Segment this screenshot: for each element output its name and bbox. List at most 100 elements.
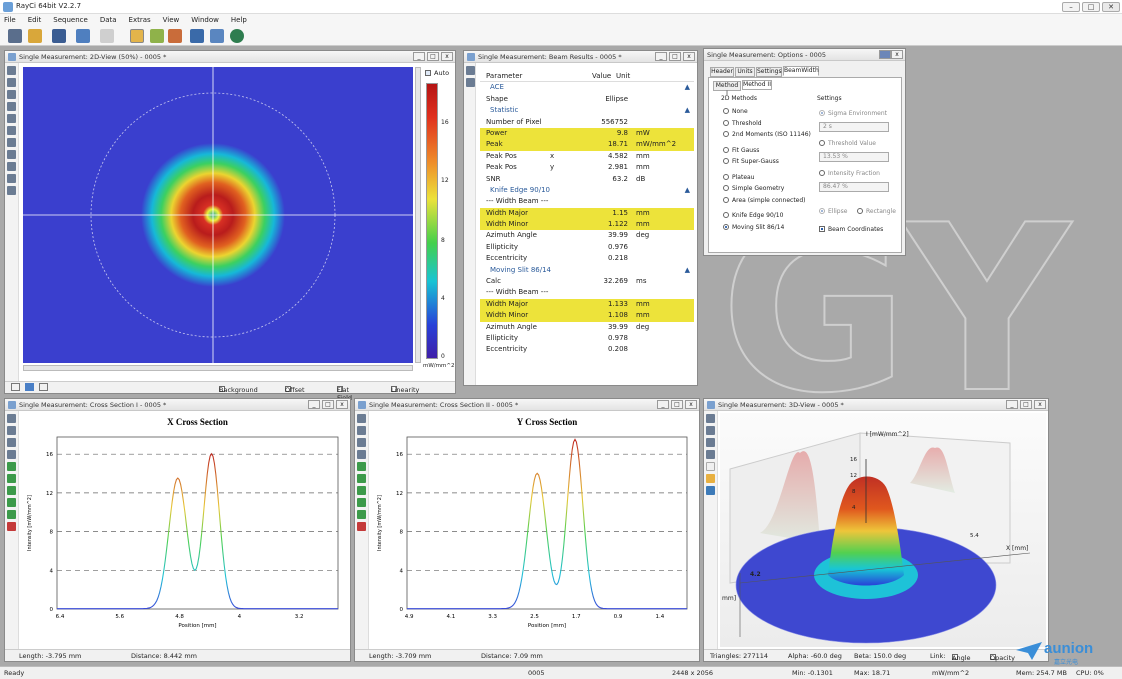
method-radio[interactable]: Simple Geometry: [723, 185, 784, 192]
method-radio[interactable]: Knife Edge 90/10: [723, 212, 783, 219]
window-close-button[interactable]: x: [441, 52, 453, 61]
table-row[interactable]: Shape Ellipse: [480, 94, 694, 105]
save-icon[interactable]: [7, 66, 16, 75]
undo-icon[interactable]: [76, 29, 90, 43]
save-icon[interactable]: [357, 414, 366, 423]
window-minimize-button[interactable]: _: [413, 52, 425, 61]
window-restore-button[interactable]: □: [671, 400, 683, 409]
blank-icon[interactable]: [706, 462, 715, 471]
table-row[interactable]: Ellipticity 0.978: [480, 333, 694, 344]
copy-icon[interactable]: [357, 438, 366, 447]
window-close-button[interactable]: x: [683, 52, 695, 61]
save-as-icon[interactable]: [706, 426, 715, 435]
close-button[interactable]: ✕: [1102, 2, 1120, 12]
settings-icon[interactable]: [7, 102, 16, 111]
window-restore-button[interactable]: □: [669, 52, 681, 61]
table-row[interactable]: Width Major 1.15 mm: [480, 207, 694, 220]
menu-window[interactable]: Window: [191, 16, 219, 24]
table-row[interactable]: Peak 18.71 mW/mm^2: [480, 139, 694, 151]
save-icon[interactable]: [52, 29, 66, 43]
menu-view[interactable]: View: [162, 16, 180, 24]
window-restore-button[interactable]: □: [1020, 400, 1032, 409]
tab-header[interactable]: Header: [710, 67, 734, 77]
table-row[interactable]: Power 9.8 mW: [480, 127, 694, 140]
chart-icon[interactable]: [7, 498, 16, 507]
horizontal-scrollbar[interactable]: [23, 365, 413, 371]
surface-icon[interactable]: [706, 486, 715, 495]
ellipse-radio[interactable]: Ellipse: [819, 208, 847, 215]
window-minimize-button[interactable]: _: [657, 400, 669, 409]
view-mode-icon[interactable]: [25, 383, 34, 391]
save-icon[interactable]: [706, 414, 715, 423]
table-row[interactable]: Eccentricity 0.218: [480, 253, 694, 264]
table-row[interactable]: Width Major 1.133 mm: [480, 298, 694, 311]
method-radio[interactable]: Moving Slit 86/14: [723, 223, 784, 231]
3d-plot[interactable]: I [mW/mm^2] 16 12 8 4 X [mm] 5.4 4.2 mm]: [720, 413, 1046, 647]
chart-icon[interactable]: [357, 462, 366, 471]
view-mode-icon[interactable]: [11, 383, 20, 391]
camera-icon[interactable]: [130, 29, 144, 43]
cross-section-1-chart[interactable]: X Cross Section 16 12 8 4 0 6.4 5.6 4.8 4 3.2 Posit…: [21, 413, 348, 645]
method-radio[interactable]: 2nd Moments (ISO 11146): [723, 131, 811, 138]
chart-icon[interactable]: [357, 474, 366, 483]
save-icon[interactable]: [466, 66, 475, 75]
zoom-in-icon[interactable]: [7, 126, 16, 135]
chart-icon[interactable]: [357, 510, 366, 519]
tab-method-1[interactable]: Method I: [713, 81, 741, 97]
chart-icon[interactable]: [357, 498, 366, 507]
window-close-button[interactable]: x: [685, 400, 697, 409]
color-icon[interactable]: [7, 150, 16, 159]
delete-icon[interactable]: [7, 522, 16, 531]
table-row[interactable]: Calc 32.269 ms: [480, 276, 694, 287]
tab-beamwidth[interactable]: BeamWidth: [783, 66, 819, 76]
chart-icon[interactable]: [7, 462, 16, 471]
tab-units[interactable]: Units: [735, 67, 755, 77]
eye-icon[interactable]: [466, 78, 475, 87]
method-radio[interactable]: Threshold: [723, 119, 762, 127]
method-radio[interactable]: Fit Gauss: [723, 146, 759, 154]
beam-image[interactable]: [23, 67, 413, 363]
open-folder-icon[interactable]: [28, 29, 42, 43]
display-icon[interactable]: [190, 29, 204, 43]
save-as-icon[interactable]: [7, 78, 16, 87]
window-close-button[interactable]: x: [336, 400, 348, 409]
sequence-icon[interactable]: [168, 29, 182, 43]
section-header[interactable]: Moving Slit 86/14 ▲: [480, 265, 694, 276]
table-row[interactable]: Ellipticity 0.976: [480, 242, 694, 253]
pin-icon[interactable]: [879, 50, 891, 59]
table-row[interactable]: Peak Pos y 2.981 mm: [480, 162, 694, 173]
auto-checkbox[interactable]: Auto: [425, 69, 449, 77]
minimize-button[interactable]: –: [1062, 2, 1080, 12]
table-row[interactable]: --- Width Beam ---: [480, 287, 694, 298]
menu-sequence[interactable]: Sequence: [53, 16, 88, 24]
menu-file[interactable]: File: [4, 16, 16, 24]
rectangle-radio[interactable]: Rectangle: [857, 208, 896, 215]
intensity-select[interactable]: 86.47 %: [819, 182, 889, 192]
chart-icon[interactable]: [7, 510, 16, 519]
collapse-icon[interactable]: ▲: [684, 106, 690, 115]
windows-icon[interactable]: [210, 29, 224, 43]
view-mode-icon[interactable]: [39, 383, 48, 391]
threshold-select[interactable]: 13.53 %: [819, 152, 889, 162]
window-close-button[interactable]: x: [1034, 400, 1046, 409]
chart-icon[interactable]: [357, 486, 366, 495]
section-header[interactable]: Statistic ▲: [480, 105, 694, 116]
cross-icon[interactable]: [7, 174, 16, 183]
table-row[interactable]: Width Minor 1.122 mm: [480, 219, 694, 231]
table-row[interactable]: Eccentricity 0.208: [480, 344, 694, 355]
menu-extras[interactable]: Extras: [128, 16, 151, 24]
chart-icon[interactable]: [7, 474, 16, 483]
threshold-value-radio[interactable]: Threshold Value: [819, 140, 876, 147]
table-row[interactable]: Azimuth Angle 39.99 deg: [480, 322, 694, 333]
redo-icon[interactable]: [100, 29, 114, 43]
table-row[interactable]: Azimuth Angle 39.99 deg: [480, 230, 694, 241]
rotate-icon[interactable]: [706, 450, 715, 459]
copy-icon[interactable]: [7, 438, 16, 447]
save-as-icon[interactable]: [357, 426, 366, 435]
method-radio[interactable]: Fit Super-Gauss: [723, 158, 779, 165]
window-restore-button[interactable]: □: [322, 400, 334, 409]
collapse-icon[interactable]: ▲: [684, 265, 690, 274]
maximize-button[interactable]: □: [1082, 2, 1100, 12]
window-minimize-button[interactable]: _: [655, 52, 667, 61]
menu-data[interactable]: Data: [99, 16, 117, 24]
